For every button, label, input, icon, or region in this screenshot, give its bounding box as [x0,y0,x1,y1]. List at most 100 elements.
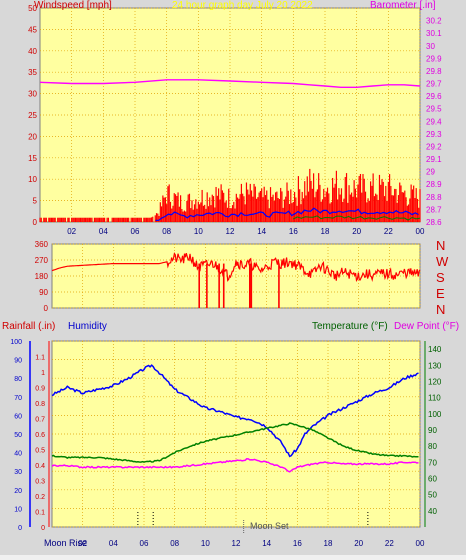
humidity-y-tick-label: 70 [14,395,22,402]
wind-x-tick-label: 00 [416,227,425,236]
dewpoint-line [51,458,419,473]
temperature-y-tick-label: 50 [428,491,437,500]
windspeed-y-tick-label: 45 [28,25,37,34]
temperature-line [51,422,419,463]
wind-x-tick-label: 10 [194,227,203,236]
temperature-y-tick-label: 120 [428,377,442,386]
rainfall-y-tick-label: 1.1 [35,355,45,362]
wind-x-tick-label: 04 [99,227,108,236]
climate-x-tick-label: 22 [385,539,394,548]
temperature-y-tick-label: 130 [428,361,442,370]
humidity-y-tick-label: 60 [14,413,22,420]
climate-x-tick-label: 14 [262,539,271,548]
climate-x-tick-label: 10 [201,539,210,548]
barometer-y-tick-label: 29.3 [426,130,442,139]
temperature-y-tick-label: 60 [428,474,437,483]
dewpoint-title: Dew Point (°F) [394,321,460,332]
windspeed-series [39,168,421,222]
rainfall-y-tick-label: 0 [41,525,45,532]
direction-letter-n-top: N [436,238,446,253]
barometer-y-tick-label: 29.1 [426,155,442,164]
temperature-y-tick-label: 90 [428,426,437,435]
barometer-y-tick-label: 29 [426,168,435,177]
humidity-y-tick-label: 0 [18,525,22,532]
moon-set-label: Moon Set [250,521,289,531]
temperature-y-tick-label: 140 [428,345,442,354]
windspeed-y-tick-label: 25 [28,111,37,120]
barometer-y-tick-label: 28.8 [426,193,442,202]
humidity-y-tick-label: 90 [14,358,22,365]
climate-x-tick-label: 16 [293,539,302,548]
direction-letter-w: W [436,254,449,269]
wind-x-tick-label: 22 [384,227,393,236]
rainfall-y-tick-label: 0.3 [35,479,45,486]
rainfall-y-tick-label: 0.7 [35,417,45,424]
temperature-y-tick-label: 40 [428,507,437,516]
direction-letter-e: E [436,286,445,301]
humidity-y-tick-label: 80 [14,376,22,383]
barometer-y-tick-label: 28.6 [426,218,442,227]
rainfall-y-tick-label: 0.2 [35,494,45,501]
barometer-y-tick-label: 30 [426,42,435,51]
barometer-y-tick-label: 28.7 [426,205,442,214]
wind-x-tick-label: 12 [226,227,235,236]
barometer-y-tick-label: 29.6 [426,92,442,101]
windspeed-y-tick-label: 0 [33,218,38,227]
barometer-y-tick-label: 29.4 [426,117,442,126]
wind-x-tick-label: 20 [352,227,361,236]
windspeed-title: Windspeed [mph] [34,0,112,11]
climate-x-tick-label: 00 [416,539,425,548]
windspeed-y-tick-label: 5 [33,197,38,206]
barometer-y-tick-label: 30.1 [426,29,442,38]
moon-rise-label: Moon Rise [44,538,88,548]
climate-x-tick-label: 20 [354,539,363,548]
windspeed-y-tick-label: 20 [28,132,37,141]
windspeed-y-tick-label: 40 [28,47,37,56]
windspeed-y-tick-label: 35 [28,68,37,77]
rainfall-y-tick-label: 0.9 [35,386,45,393]
barometer-y-tick-label: 29.8 [426,67,442,76]
temperature-y-tick-label: 80 [428,442,437,451]
wind-x-tick-label: 14 [257,227,266,236]
climate-x-tick-label: 12 [232,539,241,548]
temperature-y-tick-label: 100 [428,410,442,419]
barometer-y-tick-label: 28.9 [426,180,442,189]
climate-x-tick-label: 02 [78,539,87,548]
temperature-y-tick-label: 70 [428,458,437,467]
direction-y-tick-label: 360 [35,240,49,249]
wind-x-tick-label: 08 [162,227,171,236]
direction-y-tick-label: 90 [39,288,48,297]
barometer-y-tick-label: 29.5 [426,105,442,114]
climate-x-tick-label: 18 [324,539,333,548]
graph-day-title: 24 hour graph day July 20 2022 [172,0,313,11]
rainfall-y-tick-label: 0.5 [35,448,45,455]
rainfall-y-tick-label: 1 [41,370,45,377]
humidity-y-tick-label: 40 [14,451,22,458]
rainfall-title: Rainfall (.in) [2,321,56,332]
direction-y-tick-label: 270 [35,256,49,265]
barometer-title: Barometer [.in] [370,0,436,11]
direction-letter-s: S [436,270,445,285]
rainfall-y-tick-label: 0.4 [35,463,45,470]
barometer-y-tick-label: 30.2 [426,17,442,26]
humidity-y-tick-label: 20 [14,488,22,495]
humidity-y-tick-label: 10 [14,506,22,513]
wind-average-line [155,207,419,221]
windspeed-y-tick-label: 50 [28,4,37,13]
wind-x-tick-label: 18 [321,227,330,236]
temperature-title: Temperature (°F) [312,321,388,332]
wind-low-line [293,215,421,221]
temperature-y-tick-label: 110 [428,394,441,403]
climate-x-tick-label: 04 [109,539,118,548]
windspeed-y-tick-label: 15 [28,154,37,163]
rainfall-y-tick-label: 0.1 [35,510,45,517]
windspeed-y-tick-label: 10 [28,175,37,184]
direction-y-tick-label: 180 [35,272,49,281]
humidity-y-tick-label: 50 [14,432,22,439]
humidity-y-tick-label: 30 [14,469,22,476]
wind-average-series [155,207,421,221]
wind-x-tick-label: 06 [131,227,140,236]
humidity-y-tick-label: 100 [10,339,22,346]
